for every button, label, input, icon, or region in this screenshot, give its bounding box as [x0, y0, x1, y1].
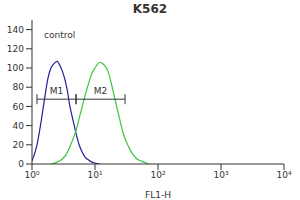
svg-text:10⁰: 10⁰ — [24, 170, 39, 180]
svg-text:100: 100 — [8, 63, 24, 73]
svg-text:M2: M2 — [94, 86, 108, 96]
svg-text:10¹: 10¹ — [87, 170, 102, 180]
svg-text:10²: 10² — [150, 170, 165, 180]
svg-text:0: 0 — [18, 159, 24, 169]
html-text:K562: K562 — [132, 2, 168, 16]
svg-text:M1: M1 — [50, 86, 64, 96]
svg-text:80: 80 — [13, 82, 25, 92]
svg-text:10⁴: 10⁴ — [276, 170, 291, 180]
svg-text:FL1-H: FL1-H — [145, 190, 171, 200]
html-text:control: control — [44, 30, 76, 40]
svg-text:40: 40 — [13, 121, 25, 131]
svg-text:10³: 10³ — [213, 170, 228, 180]
svg-text:140: 140 — [8, 25, 24, 35]
svg-text:120: 120 — [8, 44, 24, 54]
svg-text:60: 60 — [13, 102, 25, 112]
svg-text:20: 20 — [13, 140, 25, 150]
